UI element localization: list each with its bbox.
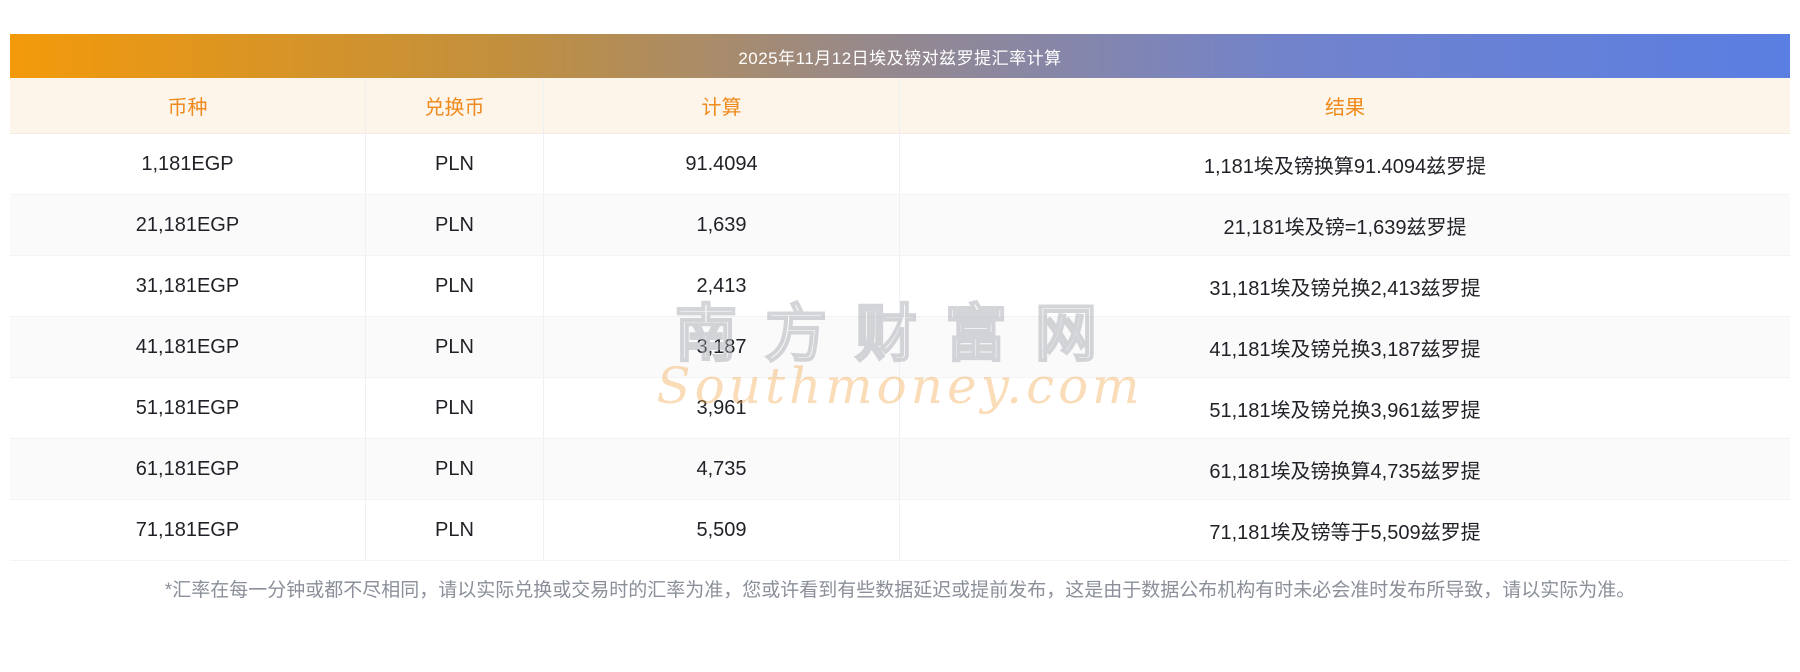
table-row: 71,181EGP PLN 5,509 71,181埃及镑等于5,509兹罗提 [10, 500, 1790, 561]
column-header-currency: 币种 [10, 78, 366, 133]
cell-currency: 61,181EGP [10, 439, 366, 499]
rates-table: 币种 兑换币 计算 结果 1,181EGP PLN 91.4094 1,181埃… [10, 78, 1790, 561]
cell-result: 71,181埃及镑等于5,509兹罗提 [1209, 521, 1481, 544]
table-row: 51,181EGP PLN 3,961 51,181埃及镑兑换3,961兹罗提 [10, 378, 1790, 439]
cell-result: 61,181埃及镑换算4,735兹罗提 [1209, 460, 1481, 483]
cell-calculation: 4,735 [544, 439, 900, 499]
cell-currency: 1,181EGP [10, 134, 366, 194]
table-row: 61,181EGP PLN 4,735 61,181埃及镑换算4,735兹罗提 [10, 439, 1790, 500]
cell-result: 21,181埃及镑=1,639兹罗提 [1223, 216, 1467, 239]
cell-target-currency: PLN [366, 317, 544, 377]
table-row: 21,181EGP PLN 1,639 21,181埃及镑=1,639兹罗提 [10, 195, 1790, 256]
cell-currency: 31,181EGP [10, 256, 366, 316]
cell-currency: 51,181EGP [10, 378, 366, 438]
column-header-calculation: 计算 [544, 78, 900, 133]
cell-result: 1,181埃及镑换算91.4094兹罗提 [1203, 155, 1487, 178]
cell-result: 31,181埃及镑兑换2,413兹罗提 [1209, 277, 1481, 300]
footnote: *汇率在每一分钟或都不尽相同，请以实际兑换或交易时的汇率为准，您或许看到有些数据… [164, 580, 1636, 601]
cell-target-currency: PLN [366, 256, 544, 316]
cell-calculation: 3,961 [544, 378, 900, 438]
page-title: 2025年11月12日埃及镑对兹罗提汇率计算 [738, 48, 1062, 68]
cell-calculation: 1,639 [544, 195, 900, 255]
cell-target-currency: PLN [366, 500, 544, 560]
cell-calculation: 5,509 [544, 500, 900, 560]
cell-result: 51,181埃及镑兑换3,961兹罗提 [1209, 399, 1481, 422]
cell-target-currency: PLN [366, 195, 544, 255]
column-header-result: 结果 [1325, 97, 1365, 119]
table-header-row: 币种 兑换币 计算 结果 [10, 78, 1790, 134]
cell-currency: 21,181EGP [10, 195, 366, 255]
table-row: 31,181EGP PLN 2,413 31,181埃及镑兑换2,413兹罗提 [10, 256, 1790, 317]
cell-calculation: 91.4094 [544, 134, 900, 194]
cell-calculation: 3,187 [544, 317, 900, 377]
cell-result: 41,181埃及镑兑换3,187兹罗提 [1209, 338, 1481, 361]
table-body: 1,181EGP PLN 91.4094 1,181埃及镑换算91.4094兹罗… [10, 134, 1790, 561]
cell-target-currency: PLN [366, 134, 544, 194]
cell-currency: 71,181EGP [10, 500, 366, 560]
table-row: 41,181EGP PLN 3,187 41,181埃及镑兑换3,187兹罗提 [10, 317, 1790, 378]
column-header-target-currency: 兑换币 [366, 78, 544, 133]
cell-calculation: 2,413 [544, 256, 900, 316]
title-bar: 2025年11月12日埃及镑对兹罗提汇率计算 [10, 34, 1790, 78]
cell-target-currency: PLN [366, 439, 544, 499]
cell-target-currency: PLN [366, 378, 544, 438]
cell-currency: 41,181EGP [10, 317, 366, 377]
table-row: 1,181EGP PLN 91.4094 1,181埃及镑换算91.4094兹罗… [10, 134, 1790, 195]
